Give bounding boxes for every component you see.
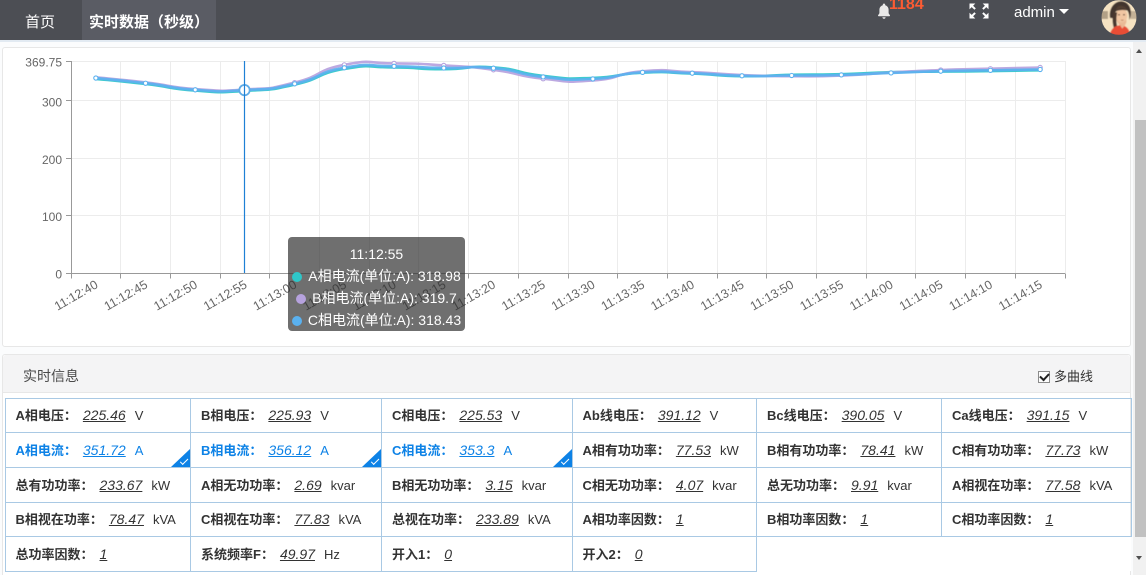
svg-text:11:14:15: 11:14:15 (994, 274, 1045, 314)
svg-text:11:13:30: 11:13:30 (547, 274, 598, 314)
svg-text:300: 300 (42, 93, 62, 110)
svg-text:0: 0 (55, 266, 62, 283)
svg-text:11:13:45: 11:13:45 (696, 274, 747, 314)
svg-text:11:12:55: 11:12:55 (199, 274, 250, 314)
svg-text:11:12:50: 11:12:50 (149, 274, 200, 314)
svg-text:100: 100 (42, 208, 62, 225)
svg-text:11:14:05: 11:14:05 (895, 274, 946, 314)
svg-text:11:13:55: 11:13:55 (796, 274, 847, 314)
svg-text:11:13:35: 11:13:35 (597, 274, 648, 314)
svg-text:11:13:50: 11:13:50 (746, 274, 797, 314)
svg-text:11:13:25: 11:13:25 (497, 274, 548, 314)
svg-text:11:12:45: 11:12:45 (100, 274, 151, 314)
svg-text:11:14:00: 11:14:00 (845, 274, 896, 314)
svg-text:200: 200 (42, 151, 62, 168)
svg-text:369.75: 369.75 (25, 54, 62, 71)
svg-text:11:14:10: 11:14:10 (945, 274, 996, 314)
svg-text:11:13:40: 11:13:40 (646, 274, 697, 314)
